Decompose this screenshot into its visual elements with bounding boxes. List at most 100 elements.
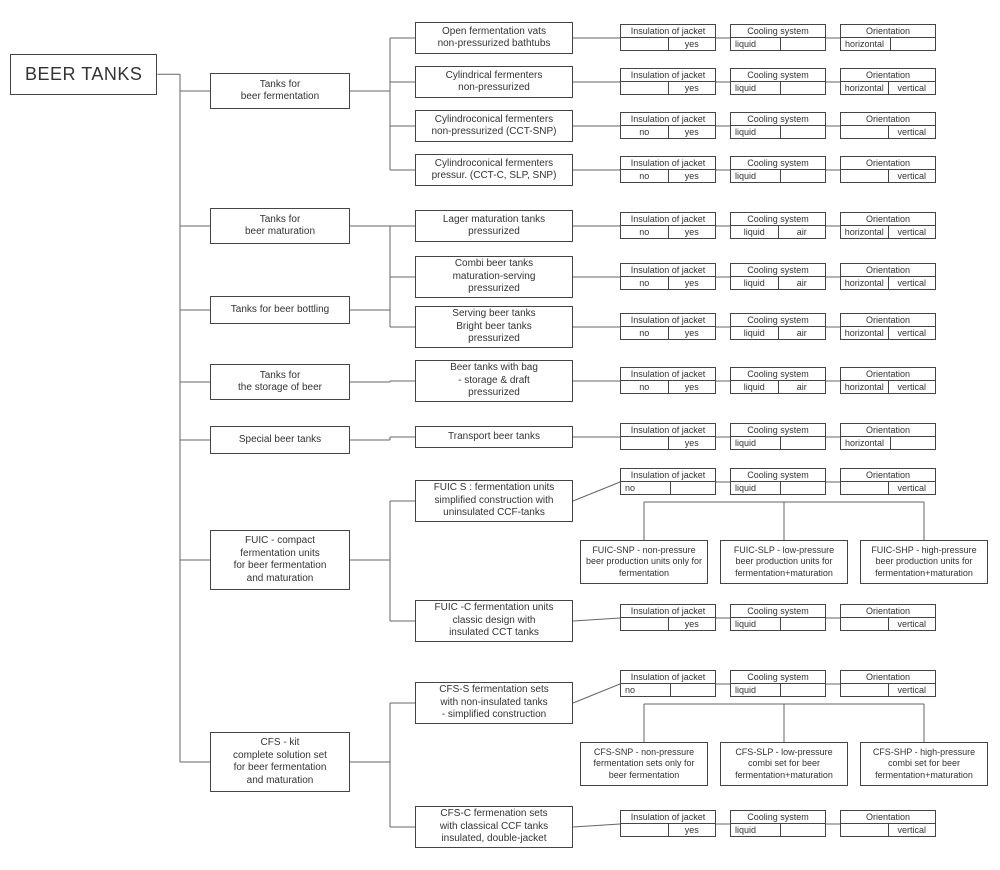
attr-cell: vertical — [888, 482, 936, 494]
attr-header: Cooling system — [731, 213, 825, 226]
node-line: Combi beer tanks — [455, 258, 533, 271]
attr-cell — [780, 38, 826, 50]
attrs-r5: Insulation of jacketnoyesCooling systeml… — [620, 212, 936, 239]
attr-insulation: Insulation of jacket yes — [620, 604, 716, 631]
attrs-r8: Insulation of jacketnoyes Cooling systeml… — [620, 367, 936, 394]
attr-cells: horizontal — [841, 38, 935, 50]
attr-cell — [841, 170, 888, 182]
attr-cell — [780, 82, 826, 94]
attr-cell: vertical — [888, 226, 936, 238]
attr-insulation: Insulation of jacketnoyes — [620, 263, 716, 290]
attr-insulation: Insulation of jacketnoyes — [620, 367, 716, 394]
attr-cell: yes — [668, 277, 716, 289]
node-maturation: Tanks for beer maturation — [210, 208, 350, 244]
node-line: Beer tanks with bag — [450, 362, 538, 375]
attr-header: Insulation of jacket — [621, 671, 715, 684]
attr-cell: no — [621, 482, 670, 494]
attrs-r6: Insulation of jacketnoyesCooling systeml… — [620, 263, 936, 290]
attr-cells: yes — [621, 437, 715, 449]
node-r3: Cylindroconical fermentersnon-pressurize… — [415, 110, 573, 142]
attr-header: Insulation of jacket — [621, 157, 715, 170]
node-line: CFS - kit — [261, 737, 300, 750]
node-special: Special beer tanks — [210, 426, 350, 454]
node-line: and maturation — [247, 775, 314, 788]
node-line: and maturation — [247, 573, 314, 586]
attr-cell — [841, 618, 888, 630]
attr-header: Orientation — [841, 811, 935, 824]
attr-header: Orientation — [841, 424, 935, 437]
attrs-r10: Insulation of jacketno Cooling systemliq… — [620, 468, 936, 495]
attr-header: Cooling system — [731, 157, 825, 170]
attr-cell — [780, 684, 826, 696]
node-line: non-pressurized bathtubs — [438, 38, 551, 51]
node-line: simplified construction with — [435, 495, 554, 508]
node-line: Tanks for — [260, 79, 301, 92]
attrs-r9: Insulation of jacket yesCooling systemli… — [620, 423, 936, 450]
node-line: Cylindroconical fermenters — [435, 114, 553, 127]
attr-cooling: Cooling systemliquid — [730, 68, 826, 95]
attr-cells: noyes — [621, 277, 715, 289]
attr-cell: yes — [668, 381, 716, 393]
attr-cooling: Cooling systemliquid — [730, 670, 826, 697]
attr-cell: horizontal — [841, 277, 888, 289]
attr-cell: vertical — [888, 277, 936, 289]
attr-header: Cooling system — [731, 314, 825, 327]
attr-cell: liquid — [731, 482, 780, 494]
attr-header: Insulation of jacket — [621, 264, 715, 277]
attr-cell: no — [621, 170, 668, 182]
attr-cells: liquid — [731, 437, 825, 449]
attr-cells: horizontal — [841, 437, 935, 449]
attr-cell: no — [621, 381, 668, 393]
attr-cells: noyes — [621, 170, 715, 182]
node-line: Lager maturation tanks — [443, 214, 545, 227]
attr-header: Insulation of jacket — [621, 368, 715, 381]
node-line: beer maturation — [245, 226, 315, 239]
node-line: FUIC -C fermentation units — [435, 602, 554, 615]
node-line: - storage & draft — [458, 375, 530, 388]
node-cfs-shp: CFS-SHP - high-pressure combi set for be… — [860, 742, 988, 786]
node-line: classic design with — [453, 615, 536, 628]
attr-cell: liquid — [731, 38, 780, 50]
attr-cell: yes — [668, 170, 716, 182]
attr-cells: liquid — [731, 38, 825, 50]
attr-cells: yes — [621, 82, 715, 94]
attr-cell — [621, 618, 668, 630]
attr-orientation: Orientationhorizontal — [840, 24, 936, 51]
node-line: with non-insulated tanks — [440, 697, 547, 710]
attrs-r2: Insulation of jacket yesCooling systemli… — [620, 68, 936, 95]
attr-cells: yes — [621, 618, 715, 630]
node-line: with classical CCF tanks — [440, 821, 548, 834]
attr-cell: horizontal — [841, 381, 888, 393]
attr-orientation: Orientationhorizontal — [840, 423, 936, 450]
attr-cell: liquid — [731, 82, 780, 94]
attr-cell — [780, 126, 826, 138]
node-line: CFS-S fermentation sets — [439, 684, 548, 697]
node-line: Serving beer tanks — [452, 308, 535, 321]
attr-cells: yes — [621, 38, 715, 50]
node-line: insulated CCT tanks — [449, 627, 539, 640]
attr-cell: yes — [668, 226, 716, 238]
attr-header: Cooling system — [731, 368, 825, 381]
node-r5: Lager maturation tankspressurized — [415, 210, 573, 242]
attr-cells: liquidair — [731, 381, 825, 393]
attr-header: Orientation — [841, 314, 935, 327]
attr-cell: liquid — [731, 226, 778, 238]
attr-cell: liquid — [731, 277, 778, 289]
attr-cells: vertical — [841, 684, 935, 696]
attr-cooling: Cooling systemliquid — [730, 810, 826, 837]
attr-insulation: Insulation of jacketno — [620, 670, 716, 697]
attr-cell: liquid — [731, 437, 780, 449]
attr-header: Cooling system — [731, 113, 825, 126]
attr-orientation: Orientation vertical — [840, 112, 936, 139]
node-r1: Open fermentation vatsnon-pressurized ba… — [415, 22, 573, 54]
attr-cells: liquid — [731, 618, 825, 630]
attr-orientation: Orientationhorizontalvertical — [840, 68, 936, 95]
attr-cells: no — [621, 482, 715, 494]
node-text: CFS-SLP - low-pressure combi set for bee… — [735, 747, 833, 780]
attr-cells: liquid — [731, 684, 825, 696]
root-node: BEER TANKS — [10, 54, 157, 95]
attr-cells: vertical — [841, 824, 935, 836]
attr-cell: horizontal — [841, 82, 888, 94]
attr-header: Orientation — [841, 469, 935, 482]
attr-cells: vertical — [841, 126, 935, 138]
